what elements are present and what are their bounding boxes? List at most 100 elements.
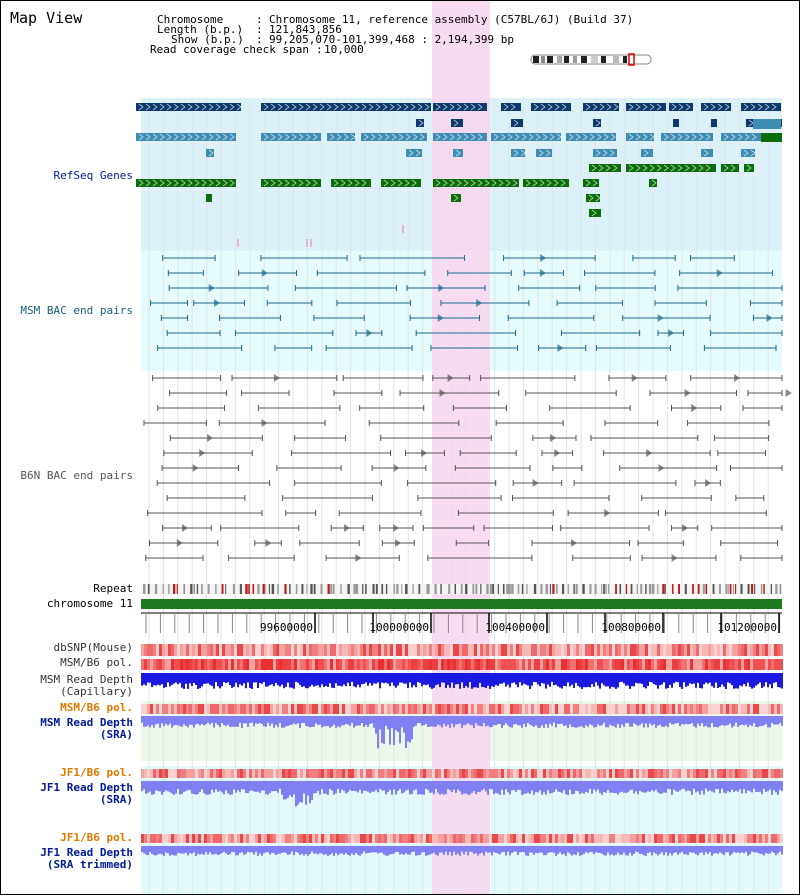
jf1-trim-depth [141, 846, 143, 852]
dbsnp-cell [411, 644, 414, 656]
msm-pol-cell [582, 659, 585, 670]
msm-pol-cell [348, 659, 351, 670]
jf1-pol2-cell [735, 834, 738, 843]
gene-strand-arrow [138, 179, 144, 187]
msm-pol-cell [423, 659, 426, 670]
jf1-sra-depth [337, 781, 339, 790]
msm-capillary-depth [633, 673, 635, 687]
dbsnp-cell [570, 644, 573, 656]
msm-pol2-cell [546, 704, 549, 714]
msm-sra-depth [359, 716, 361, 726]
repeat-element [225, 584, 227, 594]
gene-strand-arrow [746, 164, 752, 172]
dbsnp-cell [351, 644, 354, 656]
dbsnp-cell [225, 644, 228, 656]
gene-strand-arrow [312, 133, 318, 141]
repeat-element [556, 584, 558, 594]
jf1-sra-depth [173, 781, 175, 795]
jf1-sra-depth [503, 781, 505, 795]
msm-pol2-cell [693, 704, 696, 714]
msm-pol-cell [381, 659, 384, 670]
refseq-gene [361, 133, 427, 141]
jf1-sra-depth [415, 781, 417, 790]
msm-sra-depth [463, 716, 465, 726]
dbsnp-cell [228, 644, 231, 656]
jf1-sra-depth [609, 781, 611, 793]
msm-sra-depth [451, 716, 453, 724]
jf1-trim-depth [557, 846, 559, 855]
jf1-pol-cell [645, 769, 648, 778]
jf1-sra-depth [557, 781, 559, 792]
msm-capillary-depth [711, 673, 713, 687]
jf1-trim-depth [601, 846, 603, 854]
gene-strand-arrow [470, 133, 476, 141]
track-label-b6n-bac[interactable]: B6N BAC end pairs [20, 469, 133, 482]
msm-sra-depth [599, 716, 601, 726]
jf1-pol2-cell [159, 834, 162, 843]
gene-strand-arrow [229, 179, 235, 187]
track-label-repeat: Repeat [93, 582, 133, 595]
jf1-pol-cell [309, 769, 312, 778]
msm-pol-cell [585, 659, 588, 670]
track-label-msm-bac[interactable]: MSM BAC end pairs [20, 304, 133, 317]
jf1-sra-depth [291, 781, 293, 798]
jf1-pol2-cell [141, 834, 144, 843]
msm-sra-depth [277, 716, 279, 728]
msm-sra-depth [467, 716, 469, 724]
refseq-gene [744, 164, 754, 172]
jf1-sra-depth [499, 781, 501, 795]
dbsnp-cell [510, 644, 513, 656]
jf1-sra-depth [213, 781, 215, 793]
msm-pol-cell [621, 659, 624, 670]
jf1-pol-cell [411, 769, 414, 778]
jf1-pol2-cell [363, 834, 366, 843]
msm-capillary-depth [381, 673, 383, 683]
dbsnp-cell [750, 644, 753, 656]
msm-sra-depth [595, 716, 597, 728]
repeat-element [332, 584, 335, 594]
msm-capillary-depth [229, 673, 231, 686]
msm-pol2-cell [222, 704, 225, 714]
jf1-sra-depth [689, 781, 691, 792]
msm-pol-cell [678, 659, 681, 670]
jf1-pol2-cell [669, 834, 672, 843]
msm-capillary-depth [245, 673, 247, 689]
jf1-pol-cell [696, 769, 699, 778]
dbsnp-cell [471, 644, 474, 656]
gene-strand-arrow [585, 179, 591, 187]
msm-capillary-depth [583, 673, 585, 688]
gene-strand-arrow [649, 103, 655, 111]
track-label-refseq[interactable]: RefSeq Genes [53, 169, 133, 182]
gene-strand-arrow [284, 103, 290, 111]
msm-sra-depth [507, 716, 509, 726]
jf1-sra-depth [523, 781, 525, 795]
msm-sra-depth [673, 716, 675, 725]
msm-pol2-cell [144, 704, 147, 714]
msm-pol-cell [408, 659, 411, 670]
gene-strand-arrow [470, 179, 476, 187]
dbsnp-cell [555, 644, 558, 656]
jf1-sra-depth [429, 781, 431, 793]
repeat-element [705, 584, 708, 594]
jf1-pol2-cell [474, 834, 477, 843]
msm-sra-depth [629, 716, 631, 727]
jf1-pol2-cell [465, 834, 468, 843]
jf1-sra-depth [701, 781, 703, 791]
jf1-sra-depth [763, 781, 765, 789]
msm-capillary-depth [587, 673, 589, 687]
gene-strand-arrow [270, 133, 276, 141]
jf1-trim-depth [209, 846, 211, 853]
msm-pol-cell [393, 659, 396, 670]
msm-bac-pair-arrow [214, 299, 221, 307]
gene-strand-arrow [456, 133, 462, 141]
repeat-element [173, 584, 176, 594]
jf1-sra-depth [459, 781, 461, 792]
msm-pol2-cell [243, 704, 246, 714]
jf1-trim-depth [533, 846, 535, 855]
jf1-pol-cell [324, 769, 327, 778]
jf1-trim-depth [261, 846, 263, 856]
jf1-trim-depth [595, 846, 597, 853]
gene-strand-arrow [539, 179, 545, 187]
repeat-element [506, 584, 509, 594]
